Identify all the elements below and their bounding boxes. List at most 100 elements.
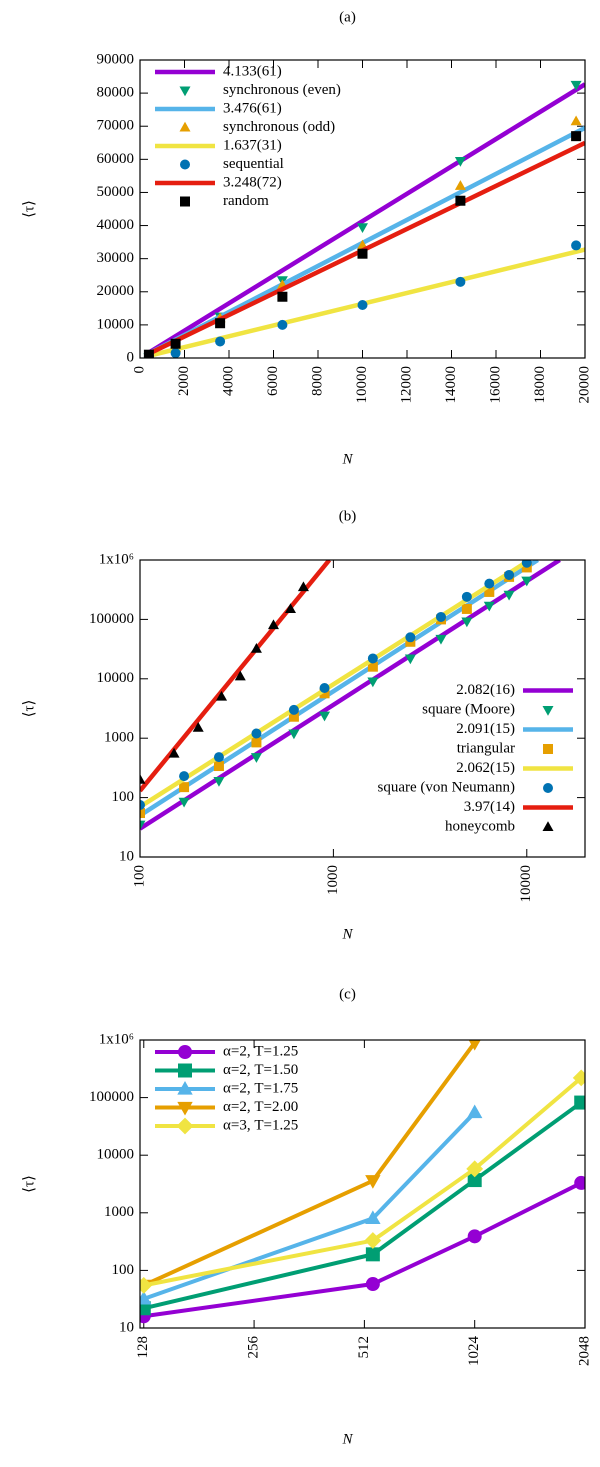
panel-title: (a) [339, 9, 356, 25]
x-tick-label: 10000 [518, 865, 534, 903]
legend-label: synchronous (even) [223, 82, 341, 98]
data-point [467, 1173, 482, 1188]
x-tick-label: 6000 [265, 366, 281, 396]
legend-marker [176, 1117, 194, 1135]
data-point [570, 115, 582, 126]
data-point [192, 721, 204, 732]
legend-marker [178, 1045, 192, 1059]
data-point [405, 632, 416, 643]
legend-label: 2.062(15) [456, 760, 515, 776]
data-point [170, 338, 181, 349]
x-axis-label: N [341, 926, 353, 942]
y-tick-label: 100 [112, 1262, 135, 1278]
data-point [461, 591, 472, 602]
x-tick-label: 2000 [176, 366, 192, 396]
data-point [574, 1095, 585, 1110]
data-point [572, 1069, 585, 1087]
data-point [367, 677, 379, 688]
data-point [365, 1247, 380, 1262]
data-point [267, 619, 279, 630]
data-point [140, 1290, 152, 1305]
legend-label: 3.248(72) [223, 174, 282, 190]
data-point [455, 276, 466, 287]
data-point [234, 670, 246, 681]
data-point [357, 300, 368, 311]
plot-frame [139, 59, 586, 359]
data-point [170, 348, 181, 358]
y-tick-label: 10000 [97, 670, 135, 686]
legend-label: α=2, T=1.50 [223, 1062, 298, 1078]
x-tick-label: 100 [131, 865, 147, 888]
data-point [365, 1210, 381, 1224]
data-point [319, 711, 331, 722]
y-tick-label: 10000 [97, 1147, 135, 1163]
data-point [521, 576, 533, 587]
legend-label: synchronous (odd) [223, 119, 335, 135]
x-axis-label: N [341, 451, 353, 467]
data-point [503, 590, 515, 601]
legend-marker [179, 121, 191, 132]
y-tick-label: 10 [119, 1319, 134, 1335]
data-point [364, 1232, 382, 1249]
legend-label: 2.091(15) [456, 721, 515, 737]
data-point [504, 569, 515, 580]
data-point [466, 1160, 484, 1178]
plot-frame [139, 1039, 586, 1329]
data-point [215, 336, 226, 347]
y-tick-label: 70000 [97, 118, 135, 134]
data-point [467, 1229, 482, 1244]
y-tick-label: 10000 [97, 316, 135, 332]
panel-title: (b) [339, 508, 357, 524]
series-line [143, 1181, 583, 1319]
x-tick-label: 16000 [487, 366, 503, 404]
x-tick-label: 18000 [532, 366, 548, 404]
legend-label: 4.133(61) [223, 63, 282, 79]
legend-marker [177, 1080, 193, 1095]
y-tick-label: 30000 [97, 250, 135, 266]
series-line [147, 125, 585, 356]
panel: (a)N⟨τ⟩010000200003000040000500006000070… [21, 9, 592, 467]
data-point [570, 80, 582, 91]
plot-area [140, 1040, 585, 1324]
legend-label: sequential [223, 156, 284, 172]
y-tick-label: 1x10⁶ [99, 551, 134, 567]
data-point [483, 601, 495, 612]
legend-label: triangular [457, 740, 515, 756]
legend-label: square (Moore) [422, 701, 515, 717]
legend-label: α=2, T=1.75 [223, 1080, 298, 1096]
y-axis-label: ⟨τ⟩ [21, 200, 37, 218]
data-point [404, 654, 416, 665]
data-point [140, 1301, 151, 1316]
x-axis-label: N [341, 1431, 353, 1447]
data-point [140, 773, 146, 784]
x-tick-label: 1024 [466, 1336, 482, 1367]
data-point [178, 797, 190, 808]
panel: (c) N ⟨τ⟩ 10 100 1000 10000 100000 1x10⁶ 128 256 51… [21, 986, 592, 1447]
plot-area [143, 80, 585, 358]
data-point [250, 643, 262, 653]
y-tick-label: 80000 [97, 85, 135, 101]
panel-title: (c) [339, 986, 356, 1002]
data-point [571, 131, 582, 142]
data-point [140, 820, 146, 831]
x-tick-label: 128 [135, 1336, 151, 1359]
legend-label: α=2, T=2.00 [223, 1099, 298, 1115]
data-point [251, 737, 262, 748]
y-axis-label: ⟨τ⟩ [21, 700, 37, 718]
legend-marker [543, 783, 553, 793]
legend-marker [542, 821, 554, 831]
data-point [365, 1277, 380, 1292]
data-point [367, 653, 378, 664]
legend-marker [177, 1101, 193, 1116]
data-point [365, 1175, 381, 1189]
data-point [454, 180, 466, 190]
legend-marker [180, 196, 190, 207]
data-point [288, 711, 299, 722]
data-point [277, 319, 288, 330]
data-point [466, 1104, 483, 1119]
series-line [140, 560, 540, 818]
x-tick-label: 4000 [220, 366, 236, 396]
legend-label: 3.476(61) [223, 100, 282, 116]
y-tick-label: 1x10⁶ [99, 1031, 134, 1047]
